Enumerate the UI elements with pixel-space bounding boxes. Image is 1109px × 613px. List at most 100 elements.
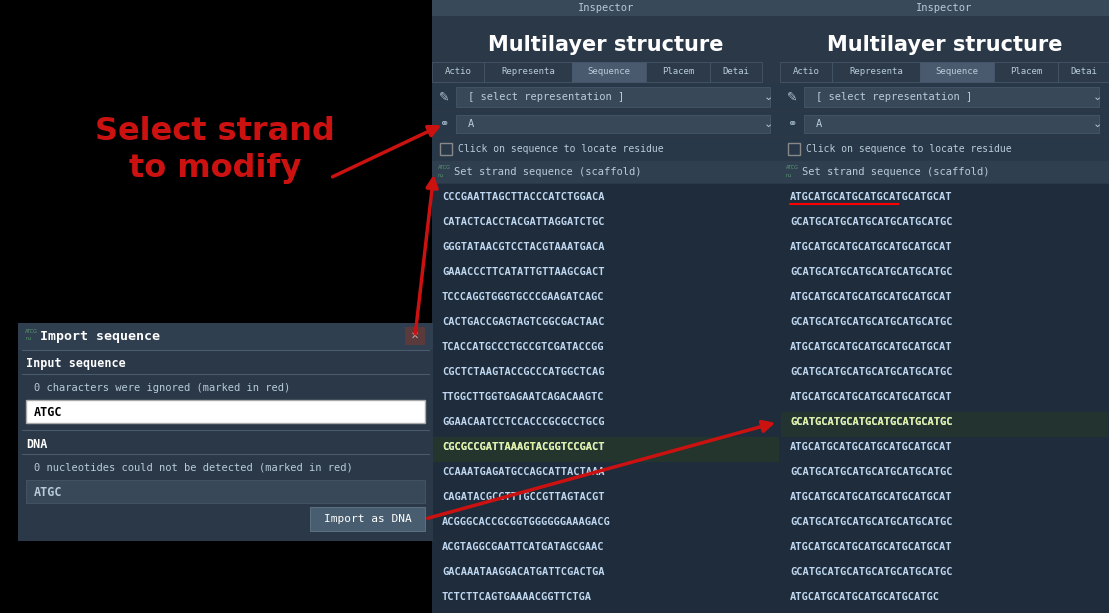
Bar xyxy=(433,0,780,613)
Text: Select strand
to modify: Select strand to modify xyxy=(95,116,335,184)
Text: ATGCATGCATGCATGCATGCATGCAT: ATGCATGCATGCATGCATGCATGCAT xyxy=(790,542,953,552)
Text: ATGCATGCATGCATGCATGCATGCAT: ATGCATGCATGCATGCATGCATGCAT xyxy=(790,492,953,502)
Text: Inspector: Inspector xyxy=(916,3,973,13)
Bar xyxy=(433,112,780,136)
Text: TCTCTTCAGTGAAAACGGTTCTGA: TCTCTTCAGTGAAAACGGTTCTGA xyxy=(442,592,592,602)
Text: GCATGCATGCATGCATGCATGCATGC: GCATGCATGCATGCATGCATGCATGC xyxy=(790,317,953,327)
Text: CACTGACCGAGTAGTCGGCGACTAAC: CACTGACCGAGTAGTCGGCGACTAAC xyxy=(442,317,604,327)
Bar xyxy=(804,115,1099,133)
Text: Actio: Actio xyxy=(793,67,820,77)
Bar xyxy=(994,62,1058,82)
Bar xyxy=(433,84,780,110)
Bar xyxy=(433,184,780,613)
Text: TCACCATGCCCTGCCGTCGATACCGG: TCACCATGCCCTGCCGTCGATACCGG xyxy=(442,342,604,352)
Text: CAGATACGCGTTTGCCGTTAGTACGT: CAGATACGCGTTTGCCGTTAGTACGT xyxy=(442,492,604,502)
Text: CGCTCTAAGTACCGCCCATGGCTCAG: CGCTCTAAGTACCGCCCATGGCTCAG xyxy=(442,367,604,377)
Text: Click on sequence to locate residue: Click on sequence to locate residue xyxy=(458,144,663,154)
Bar xyxy=(484,62,572,82)
Text: ACGTAGGCGAATTCATGATAGCGAAC: ACGTAGGCGAATTCATGATAGCGAAC xyxy=(442,542,604,552)
Text: Representa: Representa xyxy=(501,67,554,77)
Text: Import as DNA: Import as DNA xyxy=(324,514,411,524)
Text: ✎: ✎ xyxy=(786,91,797,104)
Text: CCAAATGAGATGCCAGCATTACTAAA: CCAAATGAGATGCCAGCATTACTAAA xyxy=(442,467,604,477)
Bar xyxy=(433,437,779,462)
Text: 0 nucleotides could not be detected (marked in red): 0 nucleotides could not be detected (mar… xyxy=(34,463,353,473)
Text: Actio: Actio xyxy=(445,67,471,77)
Bar xyxy=(780,0,1109,16)
Text: GGAACAATCCTCCACCCGCGCCTGCG: GGAACAATCCTCCACCCGCGCCTGCG xyxy=(442,417,604,427)
Text: Multilayer structure: Multilayer structure xyxy=(488,35,724,55)
Text: GAAACCCTTCATATTGTTAAGCGACT: GAAACCCTTCATATTGTTAAGCGACT xyxy=(442,267,604,277)
Text: Detai: Detai xyxy=(1070,67,1098,77)
Bar xyxy=(710,62,762,82)
Text: ✕: ✕ xyxy=(411,331,419,341)
Text: Representa: Representa xyxy=(849,67,903,77)
Bar xyxy=(781,412,1108,437)
Text: Detai: Detai xyxy=(723,67,750,77)
Text: GCATGCATGCATGCATGCATGCATGC: GCATGCATGCATGCATGCATGCATGC xyxy=(790,417,953,427)
Text: ATCG: ATCG xyxy=(26,329,38,334)
Bar xyxy=(780,84,1109,110)
Text: GCATGCATGCATGCATGCATGCATGC: GCATGCATGCATGCATGCATGCATGC xyxy=(790,367,953,377)
Bar xyxy=(440,143,452,155)
Text: Input sequence: Input sequence xyxy=(26,357,125,370)
Text: GGGTATAACGTCCTACGTAAATGACA: GGGTATAACGTCCTACGTAAATGACA xyxy=(442,242,604,252)
Bar xyxy=(780,184,1109,613)
Bar xyxy=(920,62,994,82)
Text: ATCG: ATCG xyxy=(438,165,451,170)
Bar xyxy=(780,112,1109,136)
Text: ATGCATGCATGCATGCATGCATGCAT: ATGCATGCATGCATGCATGCATGCAT xyxy=(790,192,953,202)
Text: ACGGGCACCGCGGTGGGGGGAAAGACG: ACGGGCACCGCGGTGGGGGGAAAGACG xyxy=(442,517,611,527)
Text: ✎: ✎ xyxy=(439,91,449,104)
Text: ATGCATGCATGCATGCATGCATGC: ATGCATGCATGCATGCATGCATGC xyxy=(790,592,940,602)
Text: ⚭: ⚭ xyxy=(439,119,449,129)
Text: CCCGAATTAGCTTACCCATCTGGACA: CCCGAATTAGCTTACCCATCTGGACA xyxy=(442,192,604,202)
Text: [ select representation ]: [ select representation ] xyxy=(468,92,624,102)
Text: ATGC: ATGC xyxy=(34,485,62,498)
Text: Set strand sequence (scaffold): Set strand sequence (scaffold) xyxy=(802,167,989,177)
Bar xyxy=(26,480,425,503)
Text: CGCGCCGATTAAAGTACGGTCCGACT: CGCGCCGATTAAAGTACGGTCCGACT xyxy=(442,442,604,452)
Text: 0 characters were ignored (marked in red): 0 characters were ignored (marked in red… xyxy=(34,383,291,393)
Bar xyxy=(572,62,647,82)
Bar xyxy=(456,87,770,107)
Bar xyxy=(433,0,780,16)
Text: Inspector: Inspector xyxy=(578,3,634,13)
Bar xyxy=(26,400,425,423)
Text: ⚭: ⚭ xyxy=(787,119,796,129)
Text: Sequence: Sequence xyxy=(588,67,631,77)
Text: [ select representation ]: [ select representation ] xyxy=(816,92,973,102)
Text: nu: nu xyxy=(438,173,445,178)
Text: ⌄: ⌄ xyxy=(763,92,773,102)
Text: DNA: DNA xyxy=(26,438,48,451)
Bar xyxy=(780,161,1109,183)
Text: ATGCATGCATGCATGCATGCATGCAT: ATGCATGCATGCATGCATGCATGCAT xyxy=(790,242,953,252)
Text: CATACTCACCTACGATTAGGATCTGC: CATACTCACCTACGATTAGGATCTGC xyxy=(442,217,604,227)
Bar xyxy=(18,323,433,541)
Text: ⌄: ⌄ xyxy=(1092,92,1101,102)
Bar xyxy=(647,62,710,82)
Text: GCATGCATGCATGCATGCATGCATGC: GCATGCATGCATGCATGCATGCATGC xyxy=(790,217,953,227)
Bar xyxy=(804,87,1099,107)
Text: Placem: Placem xyxy=(662,67,694,77)
Bar xyxy=(433,62,484,82)
Text: Sequence: Sequence xyxy=(936,67,978,77)
Bar xyxy=(780,62,832,82)
Bar xyxy=(433,138,780,160)
Text: Click on sequence to locate residue: Click on sequence to locate residue xyxy=(806,144,1011,154)
Text: A: A xyxy=(468,119,475,129)
Bar xyxy=(405,327,425,345)
Bar xyxy=(780,0,1109,613)
Text: GCATGCATGCATGCATGCATGCATGC: GCATGCATGCATGCATGCATGCATGC xyxy=(790,417,953,427)
Bar xyxy=(311,507,425,531)
Text: GCATGCATGCATGCATGCATGCATGC: GCATGCATGCATGCATGCATGCATGC xyxy=(790,517,953,527)
Text: ATGCATGCATGCATGCATGCATGCAT: ATGCATGCATGCATGCATGCATGCAT xyxy=(790,392,953,402)
Bar xyxy=(433,161,780,183)
Bar xyxy=(780,138,1109,160)
Text: ATCG: ATCG xyxy=(786,165,798,170)
Text: ATGC: ATGC xyxy=(34,406,62,419)
Text: CGCGCCGATTAAAGTACGGTCCGACT: CGCGCCGATTAAAGTACGGTCCGACT xyxy=(442,442,604,452)
Bar xyxy=(832,62,920,82)
Text: TCCCAGGTGGGTGCCCGAAGATCAGC: TCCCAGGTGGGTGCCCGAAGATCAGC xyxy=(442,292,604,302)
Text: A: A xyxy=(816,119,822,129)
